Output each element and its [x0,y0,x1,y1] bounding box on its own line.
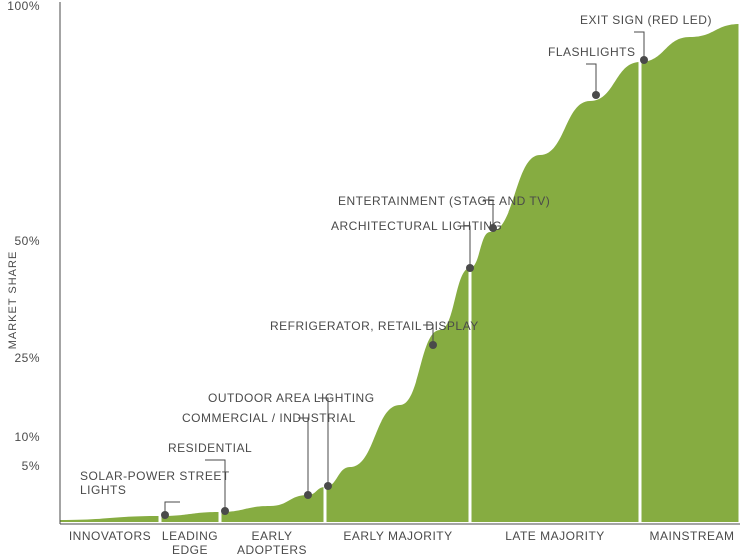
annotation-marker [324,482,332,490]
annotation-marker [429,341,437,349]
annotation-label: ENTERTAINMENT (STAGE AND TV) [338,194,550,208]
y-tick-label: 25% [14,351,40,365]
y-tick-label: 50% [14,234,40,248]
segment-label: EARLY MAJORITY [343,529,452,543]
annotation-label: EXIT SIGN (RED LED) [580,13,712,27]
annotation-label: OUTDOOR AREA LIGHTING [208,391,375,405]
annotation-marker [489,224,497,232]
adoption-curve-chart: SOLAR-POWER STREETLIGHTS RESIDENTIAL COMME… [0,0,744,559]
annotation-label: REFRIGERATOR, RETAIL DISPLAY [270,319,479,333]
annotation-marker [161,511,169,519]
segment-label: EARLY [252,529,293,543]
annotation-marker [304,491,312,499]
segment-label: LATE MAJORITY [505,529,605,543]
y-axis-title: MARKET SHARE [7,251,19,350]
segment-label: MAINSTREAM [649,529,734,543]
segment-label: INNOVATORS [69,529,151,543]
annotation-marker [640,56,648,64]
y-tick-label: 5% [22,459,40,473]
segment-label: EDGE [172,543,208,557]
annotation-label: FLASHLIGHTS [548,45,636,59]
segment-label: ADOPTERS [237,543,307,557]
y-tick-label: 10% [14,430,40,444]
annotation-label: RESIDENTIAL [168,441,252,455]
annotation-marker [221,507,229,515]
annotation-label: LIGHTS [80,483,126,497]
y-tick-label: 100% [7,0,40,13]
segment-label: LEADING [162,529,218,543]
annotation-label: ARCHITECTURAL LIGHTING [331,219,502,233]
annotation-label: SOLAR-POWER STREET [80,469,230,483]
annotation-marker [592,91,600,99]
annotation-marker [466,264,474,272]
annotation-label: COMMERCIAL / INDUSTRIAL [182,411,356,425]
